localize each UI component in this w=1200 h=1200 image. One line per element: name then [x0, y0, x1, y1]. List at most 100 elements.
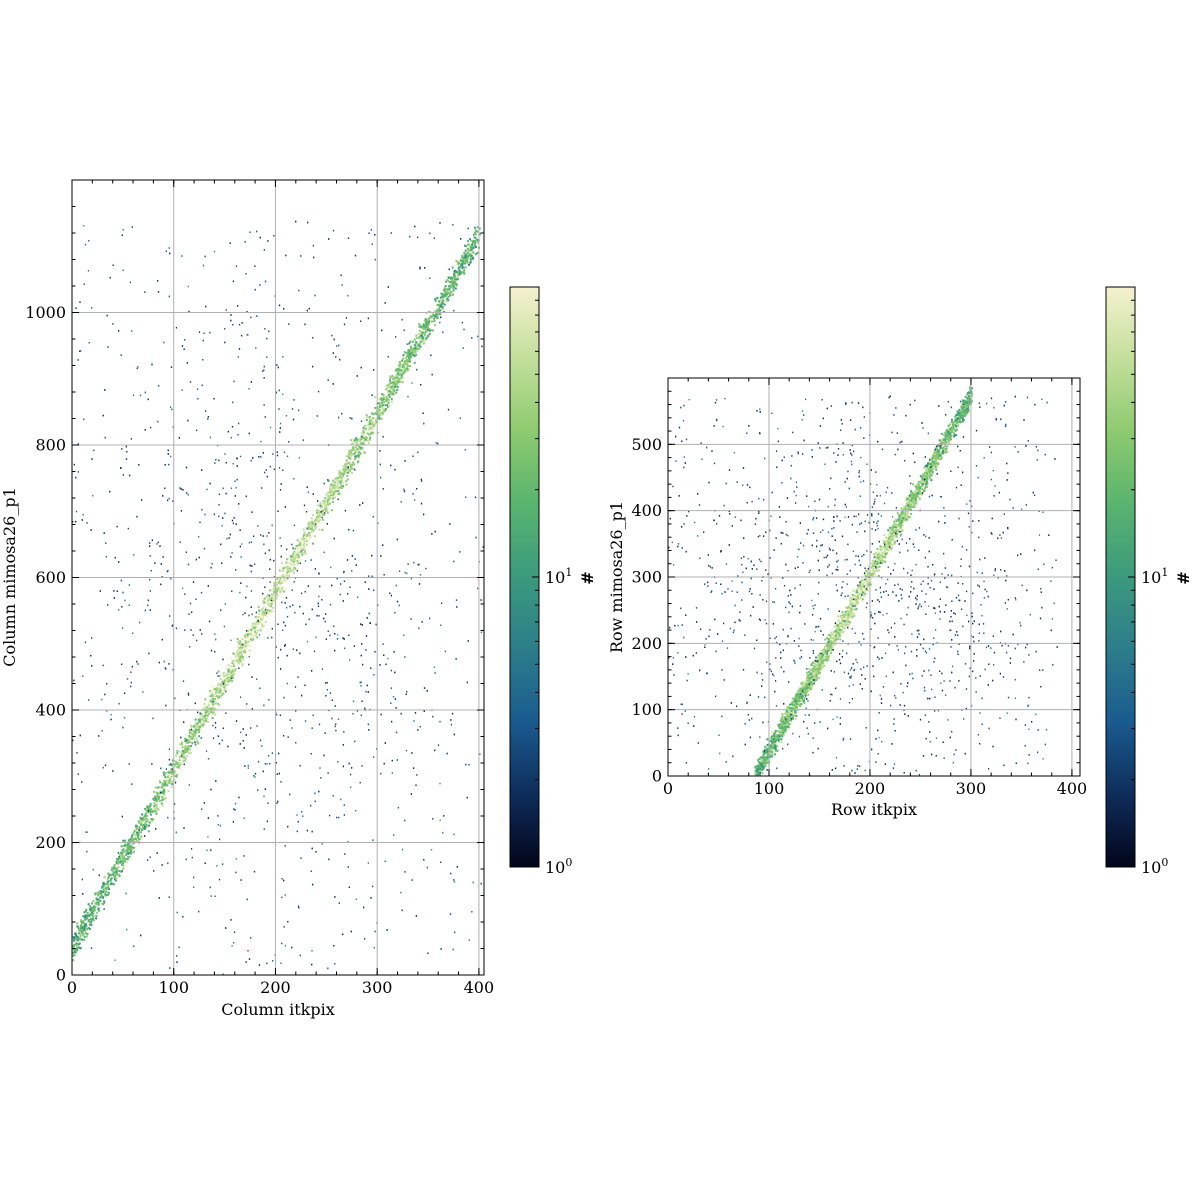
heatmap-cell-band — [94, 908, 97, 911]
heatmap-cell-band — [240, 653, 243, 656]
heatmap-cell-noise — [235, 871, 237, 874]
heatmap-cell-band — [403, 359, 406, 362]
heatmap-cell-band — [97, 894, 100, 897]
heatmap-cell-noise — [81, 781, 83, 783]
heatmap-cell-noise — [224, 341, 226, 344]
heatmap-cell-noise — [273, 468, 276, 470]
heatmap-cell-noise — [434, 749, 436, 752]
heatmap-cell-band — [390, 400, 393, 403]
heatmap-cell-noise — [210, 788, 212, 791]
heatmap-cell-noise — [477, 335, 479, 338]
heatmap-cell-noise — [130, 671, 132, 673]
heatmap-cell-noise — [250, 381, 252, 383]
heatmap-cell-noise — [137, 366, 139, 368]
heatmap-cell-band — [114, 867, 116, 870]
heatmap-cell-band — [161, 785, 164, 788]
heatmap-cell-noise — [263, 369, 265, 371]
heatmap-cell-band — [281, 569, 284, 572]
heatmap-cell-band — [424, 326, 427, 329]
heatmap-cell-noise — [84, 243, 86, 246]
heatmap-cell-band — [345, 471, 348, 474]
heatmap-cell-band — [95, 917, 98, 920]
heatmap-cell-band — [385, 388, 388, 391]
heatmap-cell-band — [305, 535, 308, 538]
heatmap-cell-band — [214, 697, 216, 700]
heatmap-cell-noise — [247, 950, 249, 952]
heatmap-cell-band — [367, 439, 370, 442]
heatmap-cell-band — [303, 545, 306, 548]
heatmap-cell-band — [217, 691, 220, 694]
heatmap-cell-band — [153, 790, 156, 793]
heatmap-cell-band — [332, 479, 334, 482]
heatmap-cell-noise — [257, 760, 260, 763]
heatmap-cell-band — [393, 383, 396, 386]
heatmap-cell-noise — [380, 713, 382, 716]
heatmap-cell-band — [268, 599, 271, 602]
heatmap-cell-noise — [415, 915, 417, 917]
heatmap-cell-noise — [332, 229, 335, 232]
heatmap-cell-noise — [250, 541, 252, 543]
heatmap-cell-noise — [323, 482, 325, 485]
heatmap-cell-noise — [259, 284, 261, 286]
heatmap-cell-noise — [271, 636, 273, 639]
heatmap-cell-noise — [398, 604, 400, 607]
heatmap-cell-noise — [194, 702, 196, 705]
heatmap-cell-noise — [162, 495, 164, 497]
heatmap-cell-band — [185, 747, 188, 750]
heatmap-cell-noise — [323, 551, 325, 554]
heatmap-cell-band — [181, 746, 184, 749]
heatmap-cell-band — [471, 247, 474, 249]
heatmap-cell-band — [275, 581, 278, 584]
heatmap-cell-noise — [264, 328, 266, 330]
heatmap-cell-noise — [133, 554, 135, 556]
heatmap-cell-band — [444, 280, 447, 283]
heatmap-cell-band — [330, 509, 333, 512]
heatmap-cell-noise — [195, 598, 197, 600]
heatmap-cell-band — [72, 938, 75, 941]
heatmap-cell-band — [172, 759, 175, 762]
heatmap-cell-band — [83, 911, 86, 914]
heatmap-cell-band — [349, 464, 352, 467]
heatmap-cell-noise — [259, 236, 261, 239]
heatmap-cell-band — [298, 550, 301, 553]
heatmap-cell-band — [128, 849, 131, 852]
heatmap-cell-band — [436, 317, 439, 319]
heatmap-cell-band — [85, 924, 88, 927]
heatmap-cell-band — [169, 780, 172, 783]
heatmap-cell-band — [297, 550, 300, 553]
heatmap-cell-noise — [279, 427, 281, 429]
heatmap-cell-band — [233, 660, 236, 663]
heatmap-cell-band — [279, 578, 281, 581]
heatmap-cell-noise — [269, 762, 271, 765]
heatmap-cell-noise — [456, 606, 458, 608]
heatmap-cell-noise — [139, 394, 142, 397]
heatmap-cell-noise — [122, 726, 124, 729]
heatmap-cell-noise — [327, 772, 329, 774]
heatmap-cell-band — [472, 257, 475, 260]
heatmap-cell-noise — [348, 886, 350, 888]
heatmap-cell-noise — [224, 328, 226, 330]
heatmap-cell-noise — [176, 911, 178, 914]
heatmap-cell-noise — [121, 663, 123, 665]
heatmap-cell-band — [149, 813, 152, 816]
heatmap-cell-band — [348, 451, 351, 454]
heatmap-cell-band — [447, 298, 450, 301]
heatmap-cell-band — [202, 717, 205, 720]
heatmap-cell-noise — [392, 696, 395, 698]
heatmap-cell-band — [83, 935, 86, 938]
heatmap-cell-band — [218, 687, 221, 690]
heatmap-cell-band — [405, 356, 408, 359]
heatmap-cell-noise — [413, 767, 415, 769]
heatmap-cell-band — [325, 506, 327, 509]
heatmap-cell-band — [168, 782, 171, 784]
heatmap-cell-band — [188, 741, 191, 743]
heatmap-cell-band — [267, 594, 270, 596]
heatmap-cell-noise — [234, 480, 236, 482]
heatmap-cell-band — [337, 487, 340, 490]
heatmap-cell-noise — [237, 305, 239, 307]
heatmap-cell-band — [368, 426, 371, 429]
heatmap-cell-noise — [227, 745, 229, 748]
heatmap-cell-band — [129, 845, 132, 848]
heatmap-cell-band — [385, 400, 388, 403]
heatmap-cell-noise — [377, 431, 379, 434]
